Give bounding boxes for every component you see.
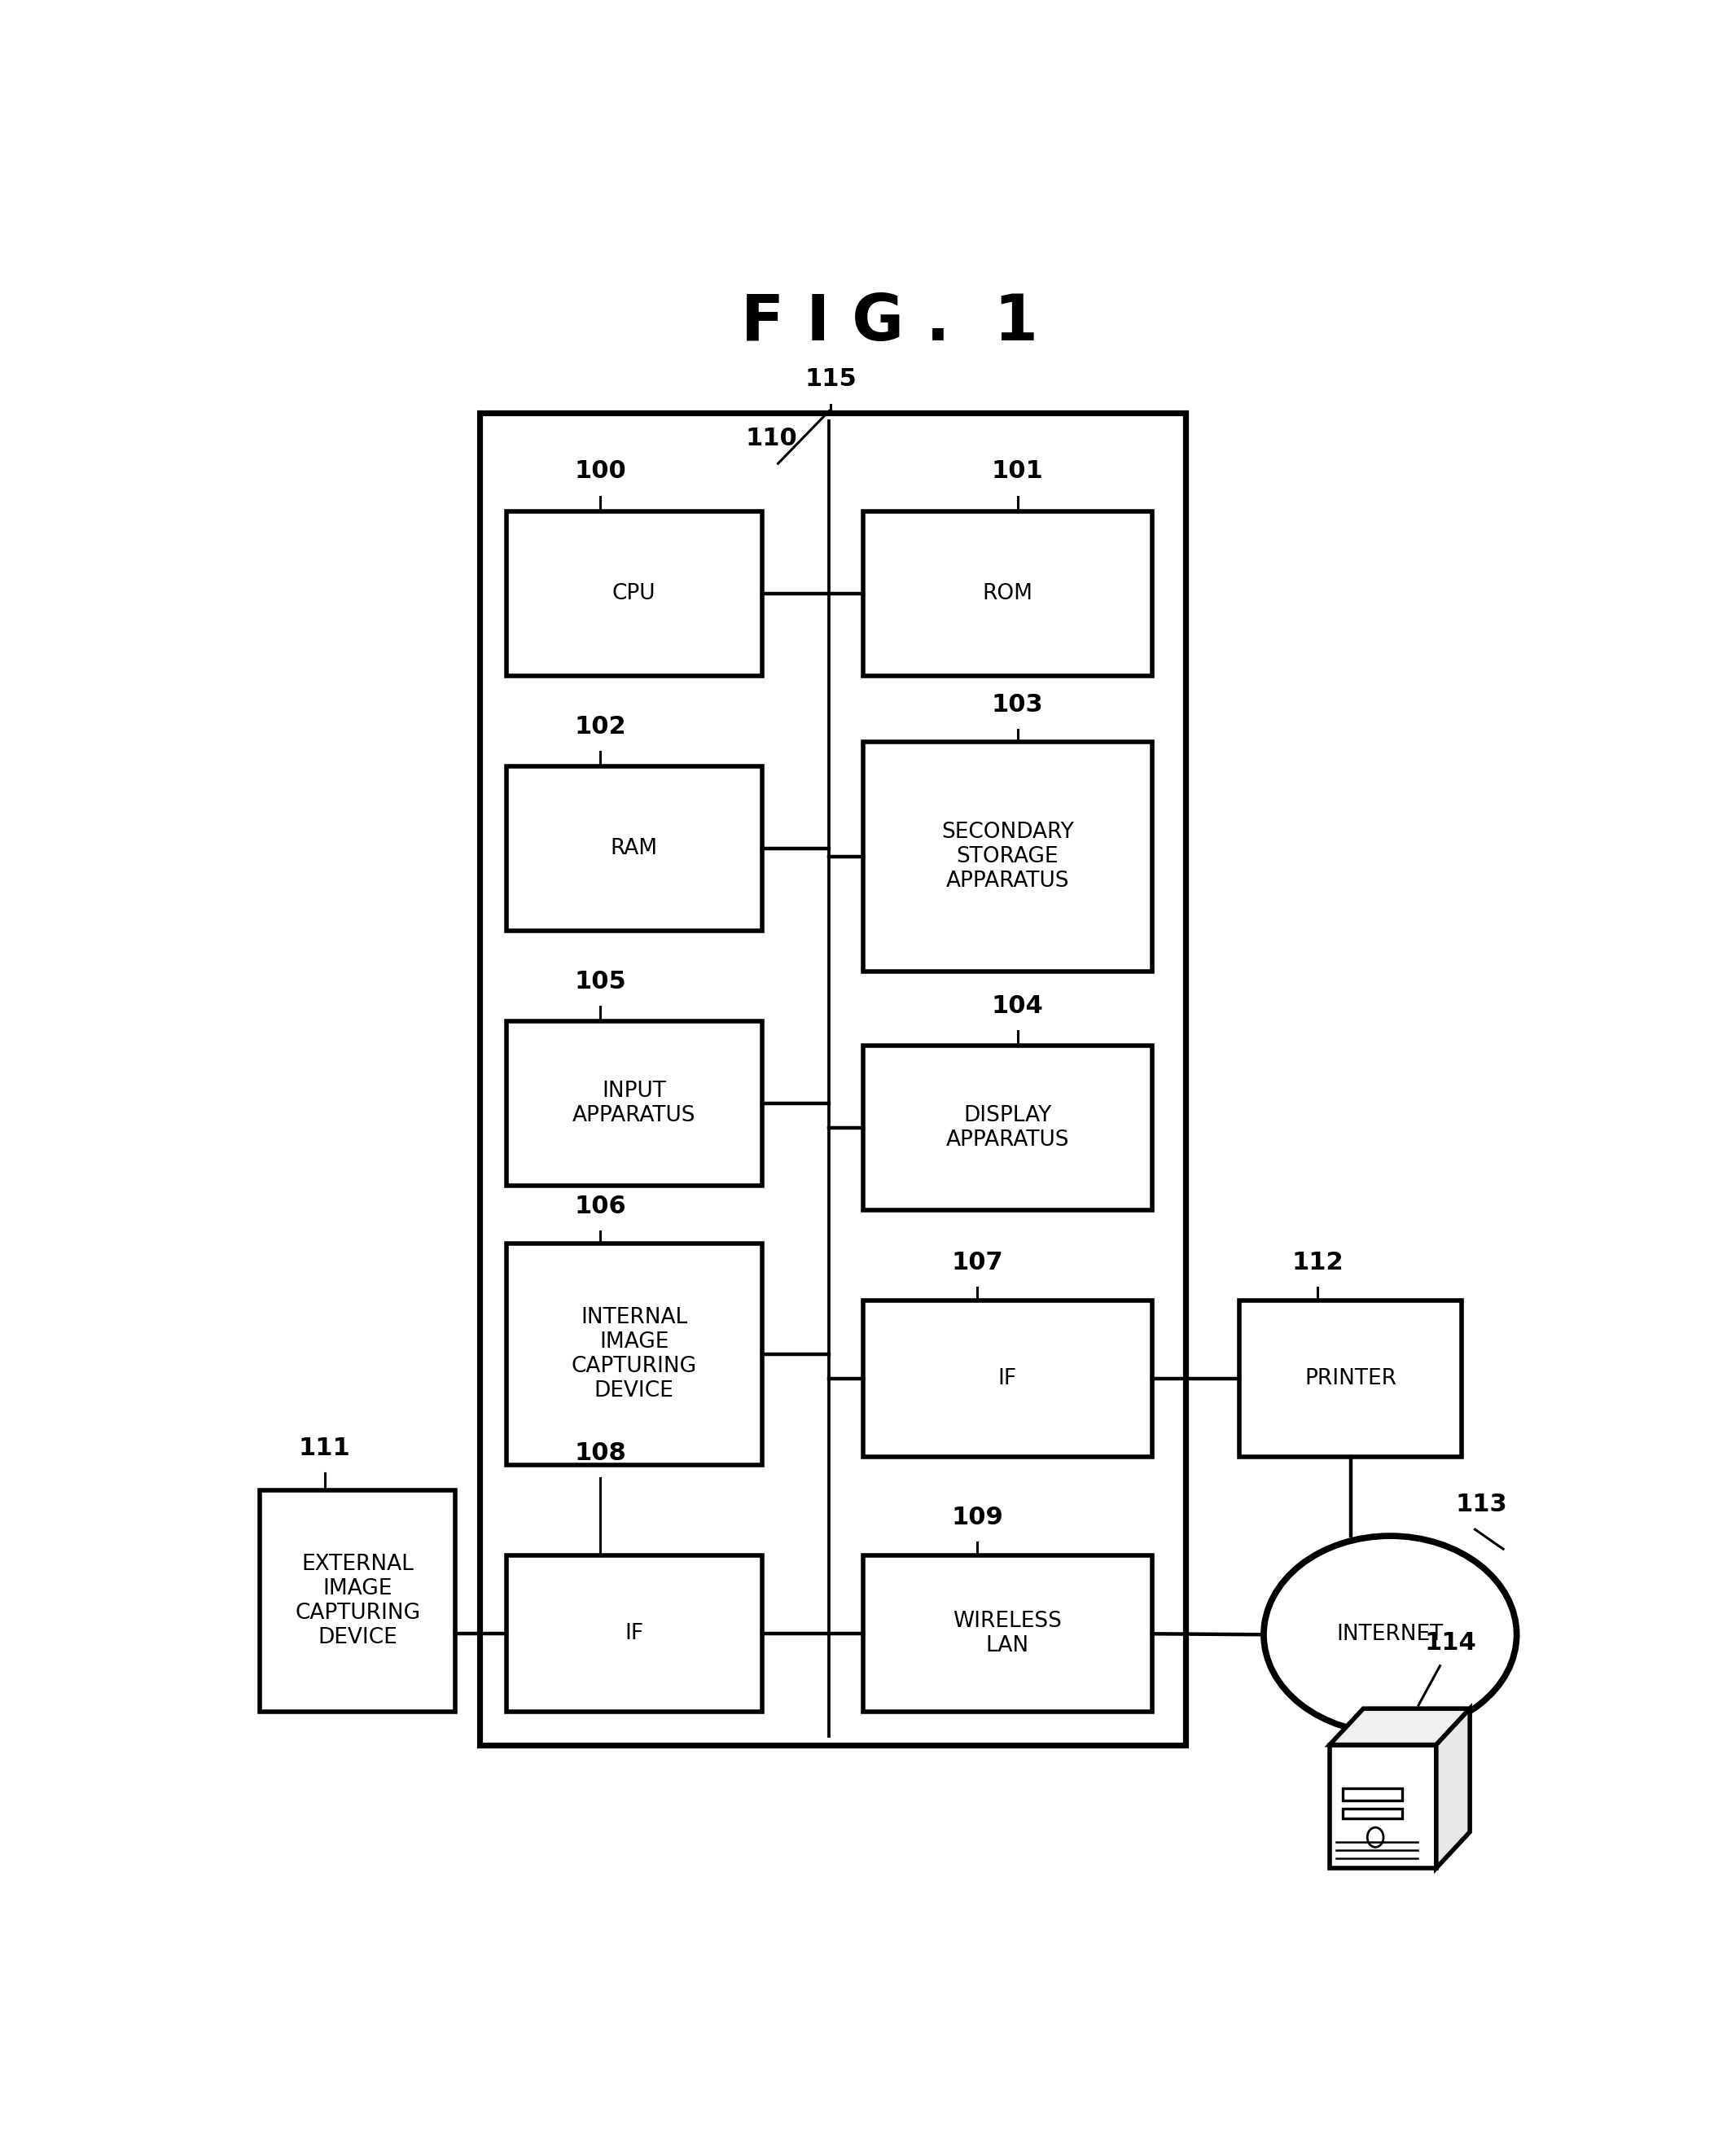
Text: 108: 108 xyxy=(575,1442,627,1465)
Text: F I G .  1: F I G . 1 xyxy=(741,290,1038,352)
Polygon shape xyxy=(1330,1709,1470,1745)
Bar xyxy=(507,1555,762,1711)
Text: INPUT
APPARATUS: INPUT APPARATUS xyxy=(573,1081,696,1126)
Circle shape xyxy=(1368,1828,1384,1848)
Text: ROM: ROM xyxy=(983,583,1033,604)
Bar xyxy=(863,1047,1153,1211)
Text: 105: 105 xyxy=(575,970,627,993)
Text: EXTERNAL
IMAGE
CAPTURING
DEVICE: EXTERNAL IMAGE CAPTURING DEVICE xyxy=(295,1553,420,1649)
Text: PRINTER: PRINTER xyxy=(1304,1369,1396,1388)
Bar xyxy=(507,1021,762,1185)
Bar xyxy=(863,1301,1153,1457)
Text: 100: 100 xyxy=(575,459,627,483)
Bar xyxy=(1344,1788,1403,1801)
Text: INTERNET: INTERNET xyxy=(1337,1623,1444,1645)
Text: IF: IF xyxy=(625,1623,644,1645)
Text: 114: 114 xyxy=(1425,1630,1477,1653)
Text: 110: 110 xyxy=(745,427,797,451)
Bar xyxy=(863,741,1153,972)
Bar xyxy=(260,1491,455,1711)
Bar xyxy=(479,412,1186,1745)
Text: 106: 106 xyxy=(575,1194,627,1218)
Text: INTERNAL
IMAGE
CAPTURING
DEVICE: INTERNAL IMAGE CAPTURING DEVICE xyxy=(571,1307,696,1401)
Text: WIRELESS
LAN: WIRELESS LAN xyxy=(953,1611,1062,1658)
Text: 102: 102 xyxy=(575,716,627,739)
Text: 107: 107 xyxy=(951,1252,1003,1275)
Ellipse shape xyxy=(1264,1536,1517,1732)
Text: DISPLAY
APPARATUS: DISPLAY APPARATUS xyxy=(946,1104,1069,1151)
Bar xyxy=(863,511,1153,675)
Text: RAM: RAM xyxy=(611,837,658,859)
Text: 112: 112 xyxy=(1292,1252,1344,1275)
Bar xyxy=(1330,1745,1436,1869)
Text: 101: 101 xyxy=(991,459,1043,483)
Text: 113: 113 xyxy=(1457,1493,1507,1517)
Bar xyxy=(507,1243,762,1465)
Bar xyxy=(1344,1809,1403,1820)
Bar xyxy=(863,1555,1153,1711)
Text: 103: 103 xyxy=(991,694,1043,718)
Text: 104: 104 xyxy=(991,993,1043,1019)
Text: CPU: CPU xyxy=(613,583,656,604)
Bar xyxy=(1240,1301,1462,1457)
Text: IF: IF xyxy=(998,1369,1017,1388)
Polygon shape xyxy=(1436,1709,1470,1869)
Text: 109: 109 xyxy=(951,1506,1003,1529)
Text: SECONDARY
STORAGE
APPARATUS: SECONDARY STORAGE APPARATUS xyxy=(941,822,1075,891)
Text: 111: 111 xyxy=(299,1438,351,1461)
Text: 115: 115 xyxy=(804,367,856,391)
Bar xyxy=(507,767,762,931)
Bar xyxy=(507,511,762,675)
